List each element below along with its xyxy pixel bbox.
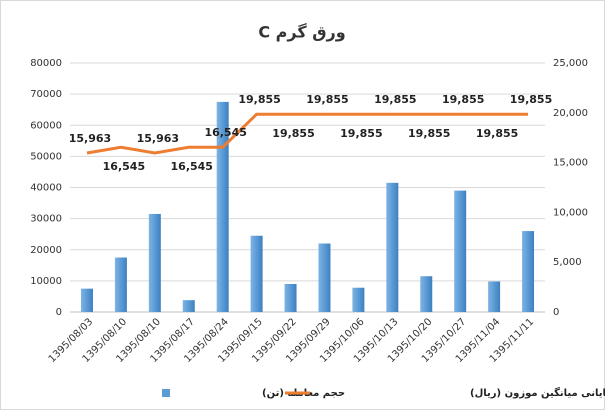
y-tick-label: 50000	[30, 151, 62, 162]
data-label: 16,545	[171, 160, 213, 173]
bar	[250, 235, 263, 312]
data-label: 16,545	[103, 160, 145, 173]
data-label: 19,855	[238, 93, 280, 106]
y-tick-label: 0	[56, 307, 62, 318]
bar	[114, 257, 127, 312]
legend-label: قیمت پایانی میانگین موزون (ریال)	[470, 386, 605, 399]
y-tick-label: 20000	[30, 245, 62, 256]
bar	[522, 231, 535, 312]
legend-swatch	[162, 389, 170, 397]
y-tick-label: 80000	[30, 58, 62, 69]
line	[86, 112, 529, 155]
data-label: 19,855	[272, 127, 314, 140]
y2-tick-label: 5,000	[553, 257, 582, 268]
bar	[454, 190, 467, 312]
y2-tick-label: 15,000	[553, 158, 588, 169]
y-tick-label: 60000	[30, 120, 62, 131]
data-label: 15,963	[69, 132, 111, 145]
bar	[352, 287, 365, 312]
bar	[284, 283, 297, 312]
data-label: 19,855	[510, 93, 552, 106]
y2-tick-label: 10,000	[553, 207, 588, 218]
chart-title: ورق گرم C	[258, 23, 345, 42]
y-tick-label: 30000	[30, 214, 62, 225]
data-label: 19,855	[374, 93, 416, 106]
bar	[148, 213, 161, 312]
bar	[318, 243, 331, 312]
data-label: 15,963	[137, 132, 179, 145]
bar	[488, 281, 501, 312]
data-label: 19,855	[306, 93, 348, 106]
bar	[386, 182, 399, 312]
y-tick-label: 70000	[30, 89, 62, 100]
bar	[420, 276, 433, 312]
y-tick-label: 40000	[30, 183, 62, 194]
data-label: 19,855	[476, 127, 518, 140]
y-tick-label: 10000	[30, 276, 62, 287]
y2-tick-label: 25,000	[553, 58, 588, 69]
data-label: 19,855	[340, 127, 382, 140]
bar	[182, 300, 195, 312]
data-label: 19,855	[408, 127, 450, 140]
y2-tick-label: 20,000	[553, 108, 588, 119]
bar	[216, 101, 229, 312]
data-label: 16,545	[204, 126, 246, 139]
data-label: 19,855	[442, 93, 484, 106]
bar	[80, 288, 93, 312]
y2-tick-label: 0	[553, 307, 559, 318]
